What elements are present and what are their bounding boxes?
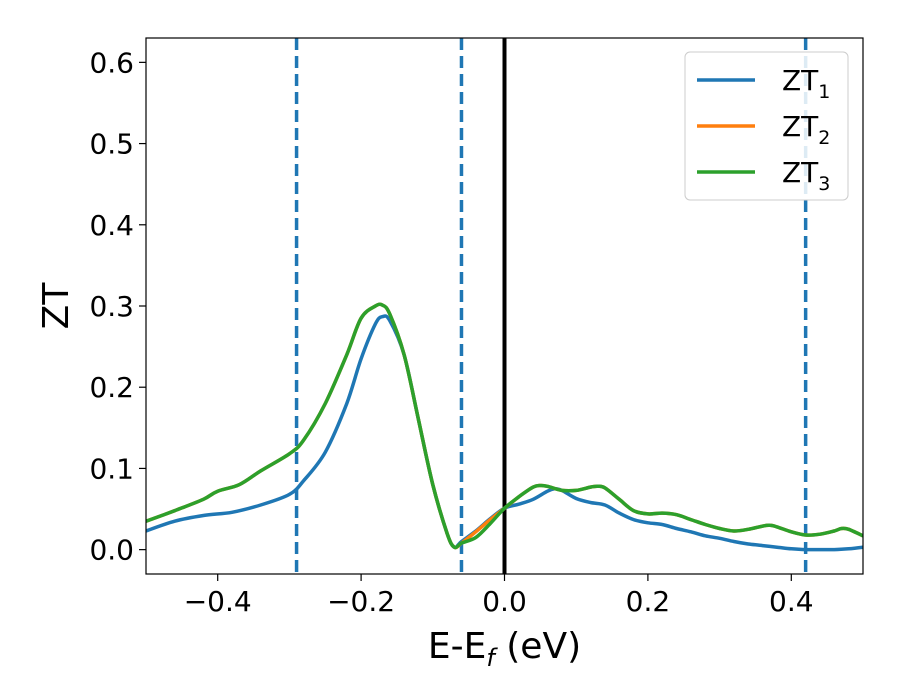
x-tick-label: 0.4 [769,585,814,618]
y-tick-label: 0.0 [89,534,134,567]
x-axis: −0.4 −0.2 0.0 0.2 0.4 [184,574,814,618]
x-axis-label: E-Ef (eV) [428,626,581,672]
reference-lines [294,38,808,574]
series-line-1 [146,314,863,552]
y-tick-label: 0.2 [89,371,134,404]
legend-label-3: ZT3 [782,156,830,195]
legend-label-2: ZT2 [782,110,830,149]
series-line-3 [146,302,863,550]
y-axis-label: ZT [36,282,77,330]
y-tick-label: 0.3 [89,290,134,323]
y-axis: 0.0 0.1 0.2 0.3 0.4 0.5 0.6 [89,46,146,567]
series-lines [146,302,863,552]
legend: ZT1 ZT2 ZT3 [684,51,849,201]
legend-box [684,51,849,201]
y-tick-label: 0.1 [89,452,134,485]
x-tick-label: 0.2 [626,585,671,618]
x-tick-label: −0.2 [327,585,395,618]
y-tick-label: 0.5 [89,128,134,161]
x-tick-label: 0.0 [482,585,527,618]
legend-label-1: ZT1 [782,64,830,103]
y-tick-label: 0.4 [89,209,134,242]
y-tick-label: 0.6 [89,46,134,79]
x-tick-label: −0.4 [184,585,252,618]
